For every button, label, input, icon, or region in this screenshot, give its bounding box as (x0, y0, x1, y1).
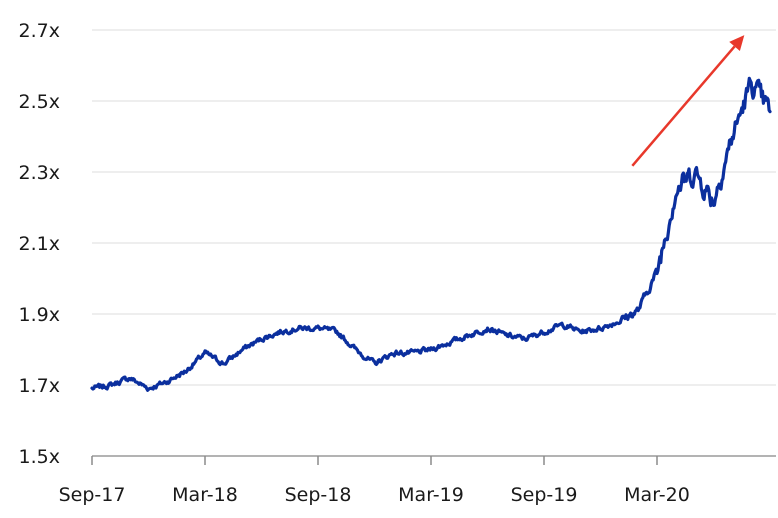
x-axis-labels: Sep-17 Mar-18 Sep-18 Mar-19 Sep-19 Mar-20 (59, 484, 690, 506)
x-tick-label: Mar-19 (398, 484, 464, 506)
x-tick-label: Sep-17 (59, 484, 126, 506)
y-tick-label: 2.3x (19, 162, 60, 184)
y-tick-label: 2.1x (19, 233, 60, 255)
y-tick-label: 1.5x (19, 446, 60, 468)
trend-arrow-line (631, 45, 736, 167)
y-tick-label: 2.7x (19, 20, 60, 42)
x-tick-label: Mar-20 (624, 484, 690, 506)
trend-arrow-head-icon (729, 35, 745, 52)
grid-lines (92, 29, 776, 386)
y-tick-label: 1.9x (19, 304, 60, 326)
series-line (90, 76, 772, 392)
annotation-layer (631, 35, 745, 167)
y-tick-label: 2.5x (19, 91, 60, 113)
series-layer (90, 76, 772, 392)
x-tick-label: Sep-19 (511, 484, 578, 506)
y-tick-label: 1.7x (19, 375, 60, 397)
x-tick-label: Sep-18 (285, 484, 352, 506)
y-axis-labels: 1.5x 1.7x 1.9x 2.1x 2.3x 2.5x 2.7x (19, 20, 60, 468)
x-axis (91, 455, 776, 465)
x-tick-label: Mar-18 (172, 484, 238, 506)
